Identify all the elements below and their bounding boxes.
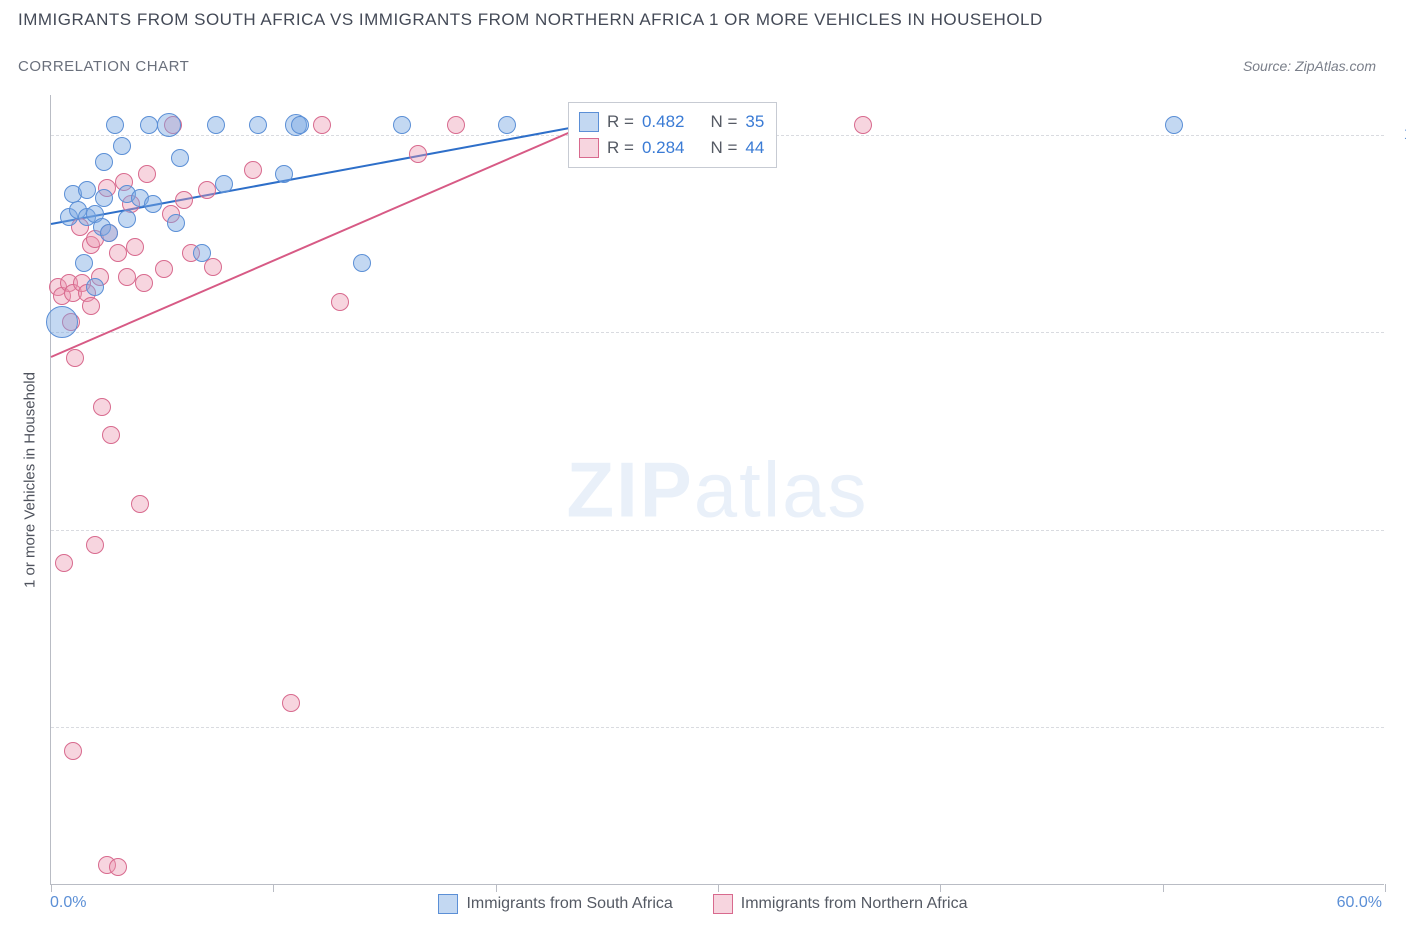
data-point-b	[102, 426, 120, 444]
scatter-plot-area: ZIPatlas 70.0%80.0%90.0%100.0%	[50, 95, 1384, 885]
data-point-b	[244, 161, 262, 179]
data-point-a	[275, 165, 293, 183]
data-point-a	[95, 153, 113, 171]
x-tick	[940, 884, 941, 892]
stats-r-label-a: R =	[607, 109, 634, 135]
x-tick	[1163, 884, 1164, 892]
stats-r-value-a: 0.482	[642, 109, 685, 135]
stats-row-b: R = 0.284 N = 44	[579, 135, 764, 161]
stats-swatch-a	[579, 112, 599, 132]
y-tick-label: 100.0%	[1394, 126, 1406, 144]
x-tick	[51, 884, 52, 892]
data-point-b	[86, 536, 104, 554]
stats-box: R = 0.482 N = 35 R = 0.284 N = 44	[568, 102, 777, 168]
stats-r-label-b: R =	[607, 135, 634, 161]
data-point-a	[118, 210, 136, 228]
x-tick	[718, 884, 719, 892]
x-tick	[1385, 884, 1386, 892]
data-point-a	[207, 116, 225, 134]
data-point-a	[215, 175, 233, 193]
data-point-b	[138, 165, 156, 183]
data-point-b	[66, 349, 84, 367]
legend-swatch-b	[713, 894, 733, 914]
data-point-b	[331, 293, 349, 311]
data-point-a	[86, 278, 104, 296]
gridline	[51, 332, 1384, 333]
data-point-b	[198, 181, 216, 199]
stats-swatch-b	[579, 138, 599, 158]
data-point-a	[249, 116, 267, 134]
data-point-b	[282, 694, 300, 712]
gridline	[51, 727, 1384, 728]
data-point-b	[409, 145, 427, 163]
stats-n-label-a: N =	[710, 109, 737, 135]
x-tick	[496, 884, 497, 892]
page-title: IMMIGRANTS FROM SOUTH AFRICA VS IMMIGRAN…	[18, 10, 1043, 30]
data-point-a	[157, 113, 181, 137]
legend: Immigrants from South Africa Immigrants …	[0, 894, 1406, 914]
gridline	[51, 530, 1384, 531]
y-tick-label: 90.0%	[1394, 323, 1406, 341]
data-point-b	[55, 554, 73, 572]
watermark-bold: ZIP	[566, 445, 693, 533]
data-point-a	[291, 116, 309, 134]
data-point-b	[447, 116, 465, 134]
data-point-a	[113, 137, 131, 155]
data-point-b	[126, 238, 144, 256]
data-point-a	[46, 306, 78, 338]
data-point-b	[64, 742, 82, 760]
stats-n-value-b: 44	[745, 135, 764, 161]
data-point-b	[93, 398, 111, 416]
data-point-b	[131, 495, 149, 513]
data-point-a	[95, 189, 113, 207]
data-point-a	[106, 116, 124, 134]
data-point-b	[118, 268, 136, 286]
data-point-a	[353, 254, 371, 272]
stats-row-a: R = 0.482 N = 35	[579, 109, 764, 135]
watermark: ZIPatlas	[566, 444, 868, 535]
data-point-a	[1165, 116, 1183, 134]
data-point-a	[78, 181, 96, 199]
legend-swatch-a	[438, 894, 458, 914]
y-tick-label: 70.0%	[1394, 718, 1406, 736]
stats-n-label-b: N =	[710, 135, 737, 161]
stats-r-value-b: 0.284	[642, 135, 685, 161]
y-tick-label: 80.0%	[1394, 521, 1406, 539]
chart-subtitle: CORRELATION CHART	[18, 58, 189, 75]
data-point-b	[135, 274, 153, 292]
legend-label-a: Immigrants from South Africa	[466, 895, 672, 913]
data-point-a	[167, 214, 185, 232]
x-tick	[273, 884, 274, 892]
data-point-b	[82, 297, 100, 315]
data-point-a	[171, 149, 189, 167]
legend-label-b: Immigrants from Northern Africa	[741, 895, 968, 913]
legend-item-a: Immigrants from South Africa	[438, 894, 672, 914]
data-point-a	[393, 116, 411, 134]
watermark-light: atlas	[694, 445, 869, 533]
data-point-a	[140, 116, 158, 134]
data-point-b	[175, 191, 193, 209]
data-point-b	[109, 244, 127, 262]
data-point-b	[854, 116, 872, 134]
legend-item-b: Immigrants from Northern Africa	[713, 894, 968, 914]
data-point-a	[193, 244, 211, 262]
stats-n-value-a: 35	[745, 109, 764, 135]
data-point-a	[144, 195, 162, 213]
data-point-a	[100, 224, 118, 242]
y-axis-label: 1 or more Vehicles in Household	[22, 372, 39, 588]
data-point-a	[75, 254, 93, 272]
data-point-a	[498, 116, 516, 134]
data-point-b	[109, 858, 127, 876]
data-point-b	[313, 116, 331, 134]
data-point-b	[155, 260, 173, 278]
source-attribution: Source: ZipAtlas.com	[1243, 58, 1376, 74]
